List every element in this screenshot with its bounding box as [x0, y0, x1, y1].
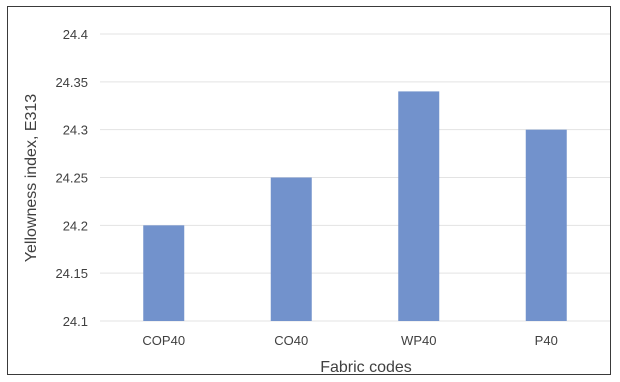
x-tick-label: P40 [535, 333, 558, 348]
x-axis-title: Fabric codes [320, 359, 412, 376]
y-tick-label: 24.25 [55, 171, 88, 186]
x-tick-label: WP40 [401, 333, 436, 348]
bar-wp40 [398, 91, 440, 322]
y-tick-label: 24.1 [63, 314, 88, 329]
bar-cop40 [143, 225, 185, 321]
x-tick-labels: COP40 CO40 WP40 P40 [142, 333, 557, 348]
y-tick-label: 24.15 [55, 266, 88, 281]
y-tick-label: 24.35 [55, 75, 88, 90]
gridlines [100, 33, 610, 322]
x-tick-label: COP40 [142, 333, 185, 348]
bar-p40 [525, 129, 567, 321]
bars [143, 91, 567, 322]
bar-co40 [270, 177, 312, 321]
y-axis-title: Yellowness index, E313 [23, 94, 40, 263]
y-tick-labels: 24.1 24.15 24.2 24.25 24.3 24.35 24.4 [55, 27, 88, 329]
y-tick-label: 24.4 [63, 27, 88, 42]
y-tick-label: 24.2 [63, 218, 88, 233]
y-tick-label: 24.3 [63, 123, 88, 138]
x-tick-label: CO40 [274, 333, 308, 348]
